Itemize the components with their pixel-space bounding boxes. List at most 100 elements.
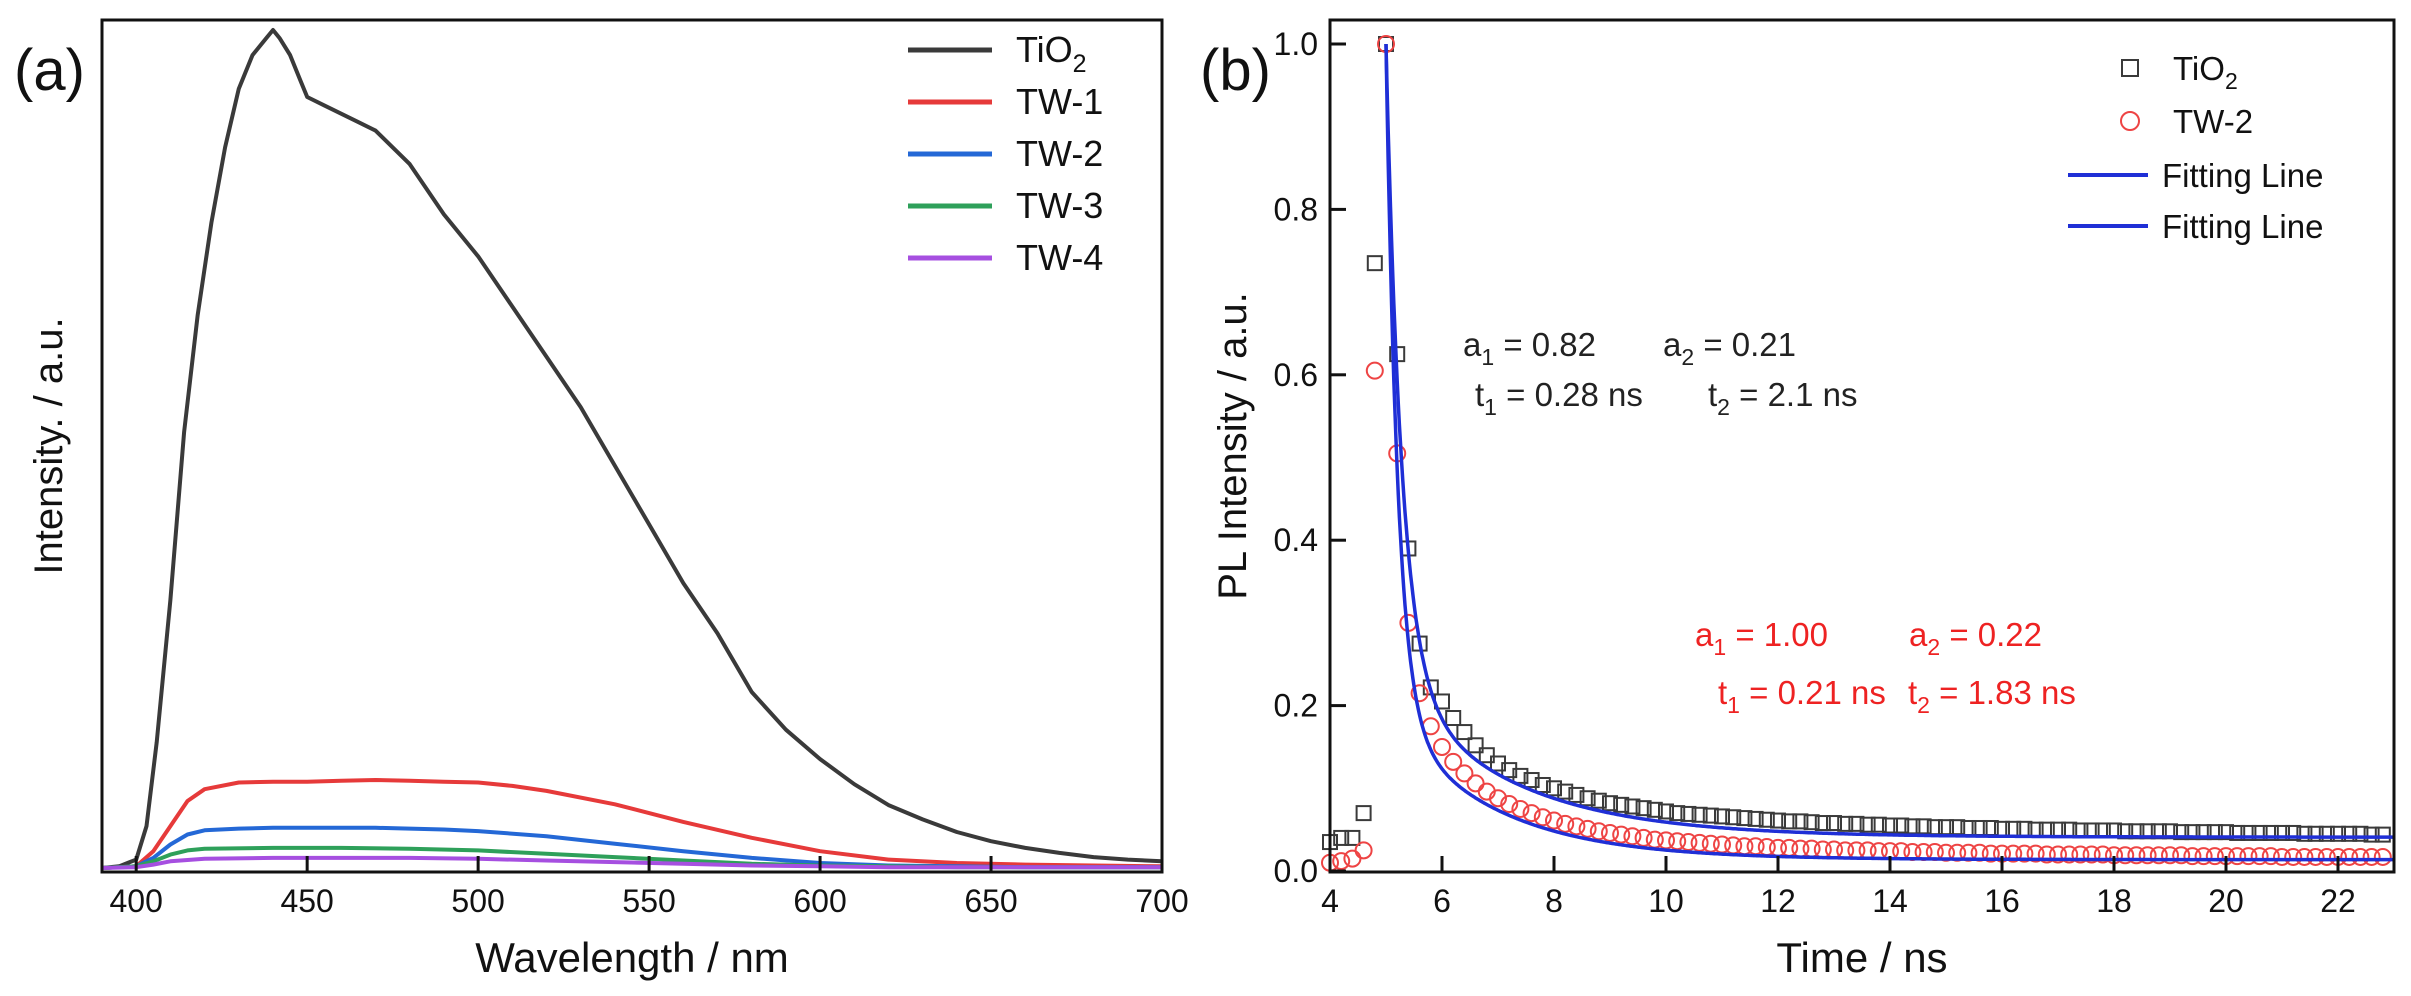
panel-a-label: (a) (14, 38, 85, 103)
legend-label-fitting-line: Fitting Line (2162, 157, 2323, 194)
data-point-tio2 (1534, 776, 1551, 793)
x-tick-label: 4 (1321, 883, 1339, 919)
data-point-tw2 (2015, 844, 2034, 863)
fit-parameter-label: t1 = 0.28 ns (1475, 376, 1643, 420)
data-point-tw2 (1466, 774, 1485, 793)
data-point-tio2 (1814, 815, 1831, 832)
x-tick-label: 18 (2096, 883, 2132, 919)
data-point-tw2 (1533, 808, 1552, 827)
panel-b-x-axis-label: Time / ns (1776, 934, 1947, 981)
panel-a-series-group (101, 28, 1163, 870)
x-tick-label: 10 (1648, 883, 1684, 919)
panel-a-x-axis-label: Wavelength / nm (475, 934, 789, 981)
data-point-tio2 (2251, 824, 2268, 841)
x-tick-label: 500 (451, 883, 504, 919)
panel-a-frame (100, 18, 1164, 874)
legend-label-tio2: TiO2 (2173, 50, 2238, 94)
data-point-tio2 (1870, 816, 1887, 833)
x-tick-label: 600 (793, 883, 846, 919)
data-point-tw2 (2205, 847, 2224, 866)
panel-b-y-ticks: 0.0 0.2 0.4 0.6 0.8 1.0 (1274, 26, 1346, 889)
legend-label-tw2: TW-2 (2173, 103, 2253, 140)
y-tick-label: 0.8 (1274, 191, 1318, 227)
data-point-tio2 (2341, 825, 2358, 842)
data-point-tio2 (2218, 824, 2234, 841)
data-point-tio2 (1523, 772, 1540, 789)
data-point-tio2 (1680, 805, 1697, 822)
data-point-tw2 (1332, 852, 1351, 871)
data-point-tio2 (1747, 810, 1764, 827)
data-point-tw2 (1634, 828, 1653, 847)
x-tick-label: 22 (2320, 883, 2356, 919)
x-tick-label: 20 (2208, 883, 2244, 919)
data-point-tio2 (1355, 805, 1372, 822)
data-point-tw2 (1612, 825, 1631, 844)
data-point-tio2 (1557, 783, 1574, 800)
data-point-tio2 (2184, 824, 2201, 841)
series-line-tw1 (101, 778, 1163, 870)
data-point-tw2 (2284, 847, 2303, 866)
data-point-tw2 (1701, 834, 1720, 853)
panel-b-annotations: a1 = 0.82 a2 = 0.21 t1 = 0.28 ns t2 = 2.1 n… (1463, 326, 2076, 718)
data-point-tw2 (2295, 847, 2314, 866)
legend-swatch-tw2 (2120, 111, 2140, 131)
data-point-tio2 (1837, 815, 1854, 832)
data-point-tw2 (1556, 814, 1575, 833)
data-point-tio2 (1792, 813, 1809, 830)
legend-label-tio2: TiO2 (1016, 29, 1087, 78)
data-point-tio2 (2285, 824, 2302, 841)
data-point-tio2 (2374, 826, 2391, 843)
panel-a-x-ticks: 400 450 500 550 600 650 700 (109, 856, 1189, 919)
legend-label-tw1: TW-1 (1016, 81, 1103, 122)
data-point-tio2 (1546, 780, 1562, 797)
data-point-tw2 (1365, 361, 1384, 380)
panel-b-y-axis-label: PL Intensity / a.u. (1211, 292, 1255, 600)
data-point-tio2 (1882, 817, 1898, 834)
y-tick-label: 0.0 (1274, 853, 1318, 889)
data-point-tw2 (2172, 846, 2191, 865)
data-point-tw2 (1679, 833, 1698, 852)
y-tick-label: 0.2 (1274, 688, 1318, 724)
x-tick-label: 700 (1135, 883, 1188, 919)
data-point-tio2 (1635, 800, 1652, 817)
data-point-tw2 (1500, 795, 1519, 814)
data-point-tw2 (2317, 847, 2336, 866)
data-point-tw2 (1668, 832, 1687, 851)
data-point-tio2 (1568, 786, 1585, 803)
data-point-tw2 (2127, 846, 2146, 865)
data-point-tio2 (2318, 825, 2335, 842)
fit-parameter-label: a1 = 0.82 (1463, 326, 1596, 370)
x-tick-label: 550 (622, 883, 675, 919)
data-point-tw2 (2138, 846, 2157, 865)
data-point-tio2 (1445, 710, 1462, 727)
data-point-tw2 (2306, 847, 2325, 866)
data-point-tio2 (2274, 824, 2290, 841)
panel-b-label: (b) (1200, 38, 1271, 103)
fit-parameter-label: a2 = 0.22 (1909, 616, 2042, 660)
data-point-tio2 (1770, 812, 1786, 829)
data-point-tio2 (2195, 824, 2212, 841)
data-point-tio2 (1915, 818, 1932, 835)
data-point-tio2 (1512, 767, 1529, 784)
data-point-tw2 (2071, 845, 2090, 864)
data-point-tio2 (1467, 737, 1484, 754)
data-point-tio2 (1691, 806, 1708, 823)
x-tick-label: 12 (1760, 883, 1796, 919)
data-point-tw2 (1343, 849, 1362, 868)
panel-a-y-axis-label: Intensity. / a.u. (27, 317, 71, 574)
legend-label-fitting-line: Fitting Line (2162, 208, 2323, 245)
data-point-tw2 (2082, 845, 2101, 864)
data-point-tw2 (2004, 844, 2023, 863)
data-point-tw2 (2161, 846, 2179, 865)
data-point-tio2 (1904, 818, 1921, 835)
y-tick-label: 0.4 (1274, 522, 1318, 558)
data-point-tw2 (1589, 822, 1608, 841)
data-point-tw2 (1511, 799, 1530, 818)
data-point-tw2 (2026, 844, 2045, 863)
data-point-tio2 (2173, 824, 2190, 841)
y-tick-label: 1.0 (1274, 26, 1318, 62)
data-point-tio2 (2363, 826, 2380, 843)
data-point-tw2 (2149, 846, 2168, 865)
